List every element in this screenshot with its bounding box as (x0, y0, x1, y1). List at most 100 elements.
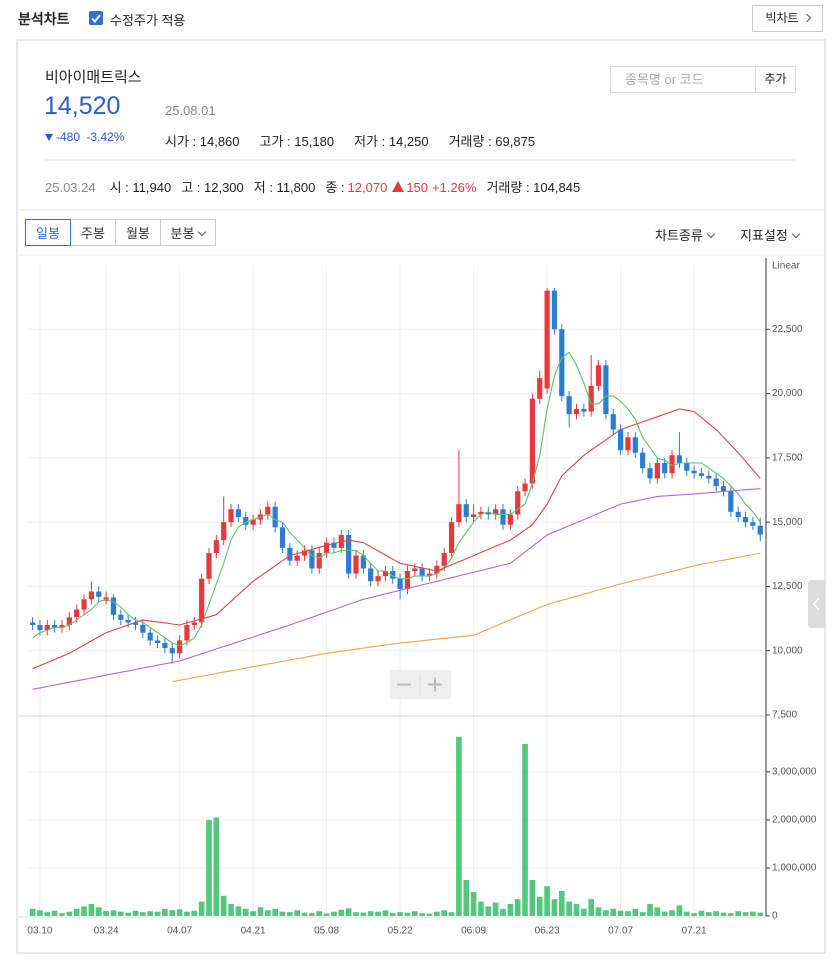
volume-bar (632, 908, 639, 916)
volume-bar (588, 899, 594, 916)
x-tick-label: 07.21 (682, 926, 707, 937)
stock-name: 비아이매트릭스 (45, 69, 142, 86)
volume-bar (478, 901, 484, 916)
volume-bar (514, 899, 521, 916)
tab[interactable]: 주봉 (70, 219, 116, 246)
tab-label: 분봉 (170, 226, 195, 241)
candle-body (691, 470, 697, 474)
volume-bar (265, 910, 271, 916)
checkbox-label: 수정주가 적용 (110, 13, 186, 28)
candle-body (412, 568, 418, 571)
volume: 거래량 : 69,875 (448, 134, 536, 149)
candle-body (471, 514, 477, 517)
candle-body (676, 455, 682, 463)
checkbox-box (89, 11, 103, 25)
volume-bar (37, 910, 43, 916)
volume-bar (713, 911, 719, 916)
candle-body (625, 437, 631, 451)
candle-body (647, 468, 653, 479)
candle-body (331, 542, 337, 548)
volume-bar (742, 912, 749, 916)
volume-bar (397, 912, 403, 916)
side-tab-bg (808, 580, 825, 628)
candle-body (441, 553, 447, 566)
candle-body (125, 619, 131, 623)
volume-bar (750, 911, 756, 916)
info-change: 150 (406, 180, 429, 195)
volume-bar (595, 907, 602, 916)
indicator-menu[interactable]: 지표설정 (740, 225, 801, 244)
candle-body (662, 463, 668, 474)
candle-body (140, 625, 146, 633)
volume-bar (647, 903, 653, 916)
volume-bar (66, 911, 73, 916)
candle-body (735, 511, 741, 517)
volume-bar (176, 909, 183, 916)
volume-bar (81, 906, 87, 916)
zoom-control[interactable] (390, 670, 451, 699)
search-input[interactable]: 종목명 or 코드 (610, 66, 756, 93)
volume-bar (566, 901, 572, 916)
change-percent: -3.42% (86, 130, 125, 144)
x-tick-label: 05.08 (314, 926, 339, 937)
info-volume: 거래량 : 104,845 (486, 180, 581, 195)
chart-type-menu[interactable]: 차트종류 (655, 225, 716, 244)
volume-bar (110, 910, 117, 916)
candle-body (199, 578, 205, 623)
candle-body (375, 576, 381, 582)
candle-body (434, 565, 440, 574)
candle-body (529, 398, 535, 484)
tab[interactable]: 분봉 (160, 219, 216, 246)
y-tick-label: 7,500 (772, 710, 797, 721)
volume-bar (389, 913, 396, 916)
volume-bar (691, 913, 697, 916)
volume-bar (559, 891, 565, 916)
volume-bar (375, 911, 381, 916)
volume-bar (242, 908, 249, 916)
volume-bar (463, 879, 470, 916)
volume-bar (309, 913, 315, 916)
candle-body (750, 522, 756, 526)
candle-body (110, 597, 117, 615)
volume-bar (661, 911, 668, 916)
candle-body (515, 491, 521, 515)
button-label: 추가 (764, 72, 787, 86)
volume-bar (44, 912, 51, 916)
candle-body (595, 365, 602, 386)
menu-label: 차트종류 (655, 228, 703, 243)
y-tick-label: 1,000,000 (772, 863, 817, 874)
candle-body (632, 437, 638, 453)
tab[interactable]: 월봉 (115, 219, 161, 246)
volume-bar (544, 886, 550, 916)
candle-body (309, 550, 315, 569)
candle-body (301, 550, 308, 556)
candle-body (706, 475, 712, 479)
volume-bar (316, 911, 323, 916)
tab-active[interactable]: 일봉 (25, 219, 71, 246)
candle-body (368, 568, 374, 582)
side-tab[interactable] (808, 580, 825, 628)
volume-bar (331, 911, 337, 916)
volume-bar (235, 906, 242, 916)
volume-bar (220, 895, 227, 916)
candle-body (404, 571, 411, 589)
volume-bar (154, 911, 161, 916)
candle-body (228, 509, 234, 523)
volume-bar (522, 743, 528, 916)
x-tick-label: 04.21 (241, 926, 266, 937)
y-tick-label: 12,500 (772, 581, 803, 592)
x-tick-label: 06.09 (461, 926, 486, 937)
volume-bar (654, 907, 661, 916)
volume-bar (441, 910, 447, 916)
moving-average-line (32, 488, 761, 690)
volume-bar (213, 817, 220, 916)
button-label: 빅차트 (765, 11, 799, 25)
checkbox[interactable] (89, 11, 103, 25)
volume-bar (367, 911, 374, 916)
x-tick-label: 03.24 (94, 926, 119, 937)
volume-bar (625, 911, 631, 916)
candle-body (324, 542, 330, 553)
big-chart-button[interactable]: 빅차트 (752, 5, 823, 32)
add-button[interactable]: 추가 (755, 66, 796, 93)
